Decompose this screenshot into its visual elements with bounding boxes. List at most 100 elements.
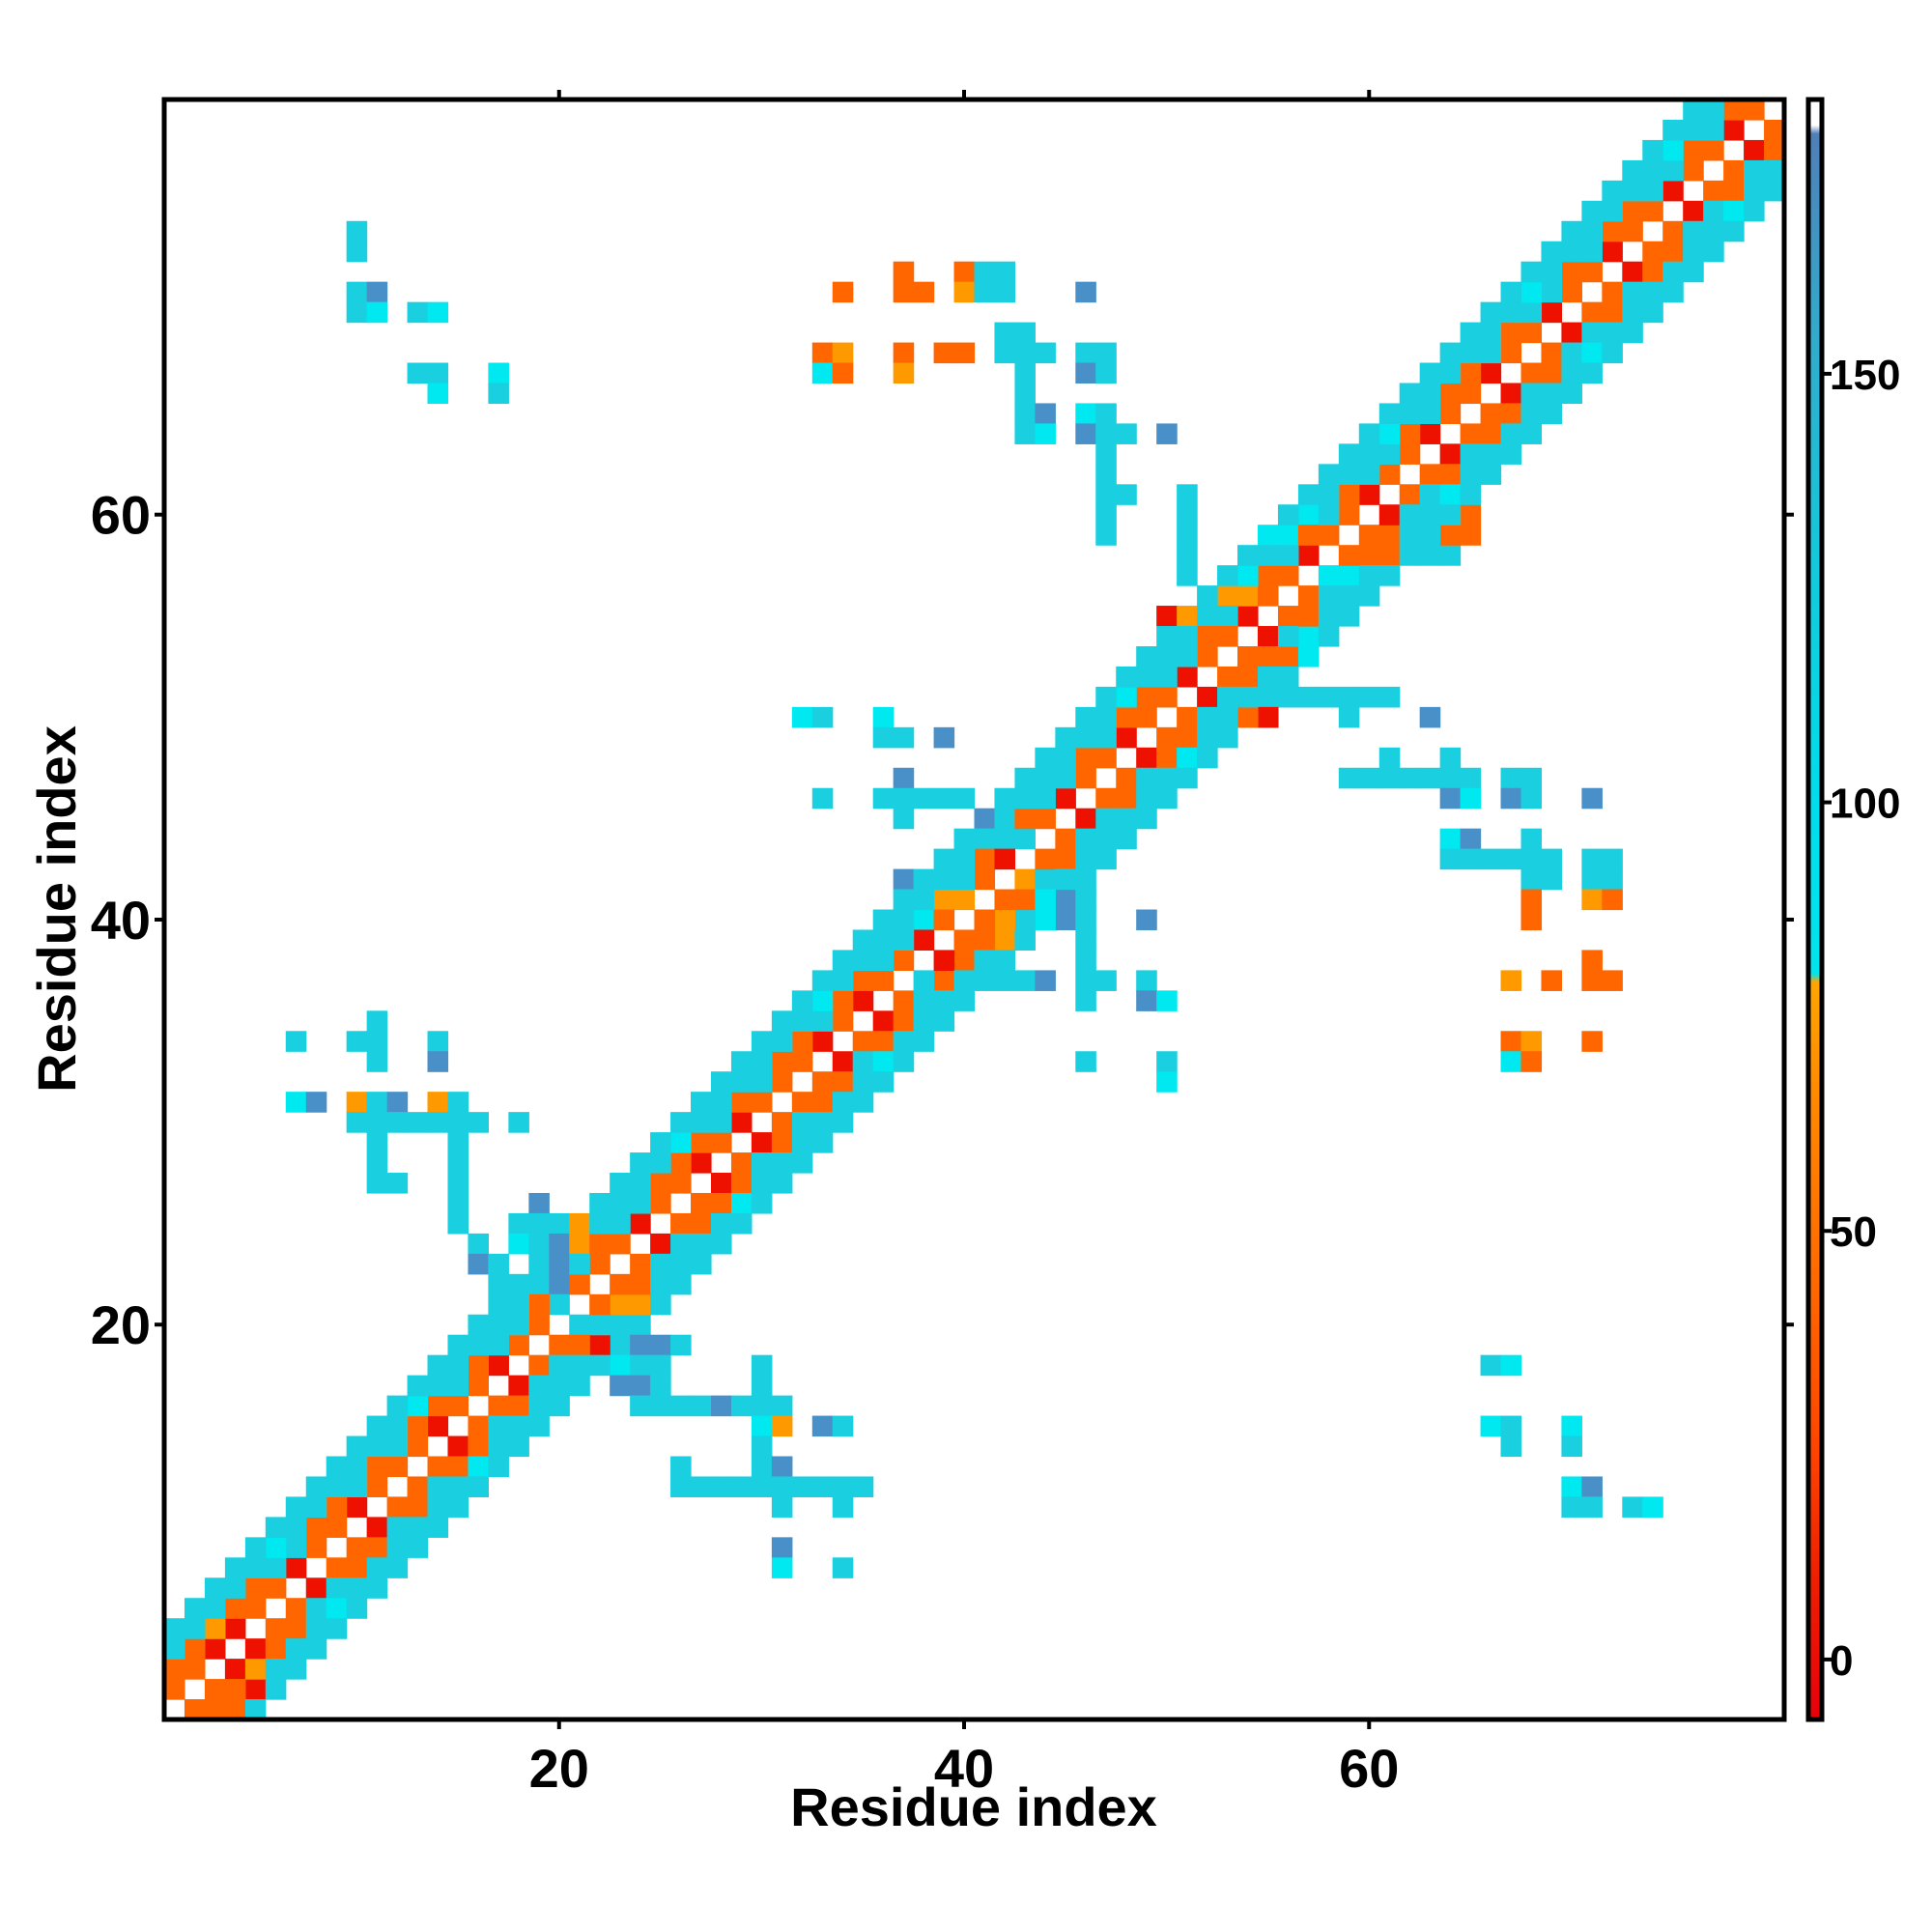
heatmap-cell (610, 1314, 631, 1336)
heatmap-cell (407, 1435, 429, 1458)
heatmap-cell (1257, 706, 1279, 728)
heatmap-cell (508, 1334, 529, 1356)
heatmap-cell (1014, 787, 1036, 810)
heatmap-cell (710, 1476, 732, 1498)
heatmap-cell (1075, 848, 1096, 870)
heatmap-cell (1703, 99, 1724, 121)
heatmap-cell (1703, 119, 1724, 141)
heatmap-cell (1075, 889, 1096, 911)
heatmap-cell (1014, 362, 1036, 384)
heatmap-cell (1561, 322, 1582, 344)
heatmap-cell (407, 1476, 429, 1498)
heatmap-cell (184, 1699, 206, 1720)
heatmap-cell (1338, 565, 1360, 586)
heatmap-cell (1622, 322, 1643, 344)
heatmap-cell (1095, 706, 1117, 728)
heatmap-cells (164, 99, 1785, 1720)
heatmap-cell (1318, 686, 1340, 708)
heatmap-cell (630, 1334, 651, 1356)
heatmap-cell (488, 1456, 509, 1478)
heatmap-cell (1520, 301, 1543, 324)
heatmap-cell (852, 970, 874, 991)
heatmap-cell (407, 1496, 429, 1518)
heatmap-cell (1378, 565, 1401, 586)
heatmap-cell (1136, 990, 1157, 1011)
heatmap-cell (974, 909, 996, 931)
heatmap-cell (528, 1273, 550, 1295)
heatmap-cell (1642, 139, 1663, 161)
heatmap-cell (1622, 301, 1643, 324)
heatmap-cell (1136, 808, 1157, 830)
heatmap-cell (650, 1152, 671, 1174)
heatmap-cell (872, 970, 895, 991)
heatmap-cell (1014, 889, 1036, 911)
heatmap-cell (224, 1679, 246, 1700)
heatmap-cell (1460, 362, 1482, 384)
heatmap-cell (1642, 200, 1663, 222)
heatmap-cell (1520, 1051, 1543, 1072)
heatmap-cell (953, 970, 976, 991)
heatmap-cell (1338, 504, 1360, 526)
heatmap-cell (1358, 464, 1380, 485)
heatmap-cell (346, 1557, 368, 1578)
colorbar-tick-label: 0 (1830, 1637, 1853, 1685)
heatmap-cell (893, 889, 915, 911)
heatmap-cell (670, 1273, 692, 1295)
heatmap-cell (285, 1638, 307, 1660)
heatmap-cell (994, 281, 1016, 303)
heatmap-cell (407, 1415, 429, 1437)
heatmap-cell (1358, 767, 1380, 789)
heatmap-cell (326, 1557, 348, 1578)
heatmap-cell (1419, 484, 1441, 505)
heatmap-cell (346, 1476, 368, 1498)
heatmap-cell (1095, 808, 1117, 830)
heatmap-cell (1419, 545, 1441, 566)
heatmap-cell (1156, 990, 1178, 1011)
heatmap-cell (244, 1577, 267, 1599)
heatmap-cell (1197, 747, 1218, 769)
heatmap-cell (508, 1233, 529, 1255)
heatmap-cell (1439, 525, 1462, 546)
heatmap-cell (1035, 767, 1056, 789)
heatmap-cell (670, 1112, 692, 1133)
heatmap-cell (1297, 606, 1320, 627)
heatmap-cell (1136, 970, 1157, 991)
heatmap-cell (771, 1071, 793, 1093)
heatmap-cell (1764, 180, 1785, 202)
heatmap-cell (994, 322, 1016, 344)
heatmap-cell (1116, 767, 1137, 789)
heatmap-cell (893, 362, 915, 384)
heatmap-cell (933, 909, 955, 931)
heatmap-cell (346, 1456, 368, 1478)
heatmap-cell (1338, 484, 1360, 505)
heatmap-cell (366, 1517, 388, 1538)
heatmap-cell (1581, 970, 1603, 991)
heatmap-cell (1500, 1051, 1522, 1072)
heatmap-cell (1561, 281, 1582, 303)
heatmap-cell (549, 1233, 570, 1255)
heatmap-cell (1318, 626, 1340, 647)
heatmap-cell (1116, 423, 1137, 444)
heatmap-cell (326, 1517, 348, 1538)
x-axis: 20 40 60 (529, 90, 1399, 1799)
heatmap-cell (771, 1132, 793, 1153)
heatmap-cell (488, 1395, 509, 1417)
heatmap-cell (528, 1293, 550, 1316)
colorbar-tick-label: 150 (1830, 352, 1900, 399)
heatmap-cell (1460, 848, 1482, 870)
heatmap-cell (1297, 484, 1320, 505)
heatmap-cell (447, 1334, 469, 1356)
heatmap-cell (1338, 464, 1360, 485)
heatmap-cell (974, 281, 996, 303)
heatmap-cell (771, 1010, 793, 1032)
heatmap-cell (1723, 220, 1745, 242)
heatmap-cell (1075, 726, 1096, 749)
heatmap-cell (1257, 666, 1279, 688)
heatmap-cell (1662, 180, 1684, 202)
x-tick-label: 60 (1339, 1738, 1399, 1799)
heatmap-cell (1500, 443, 1522, 465)
heatmap-cell (1622, 281, 1643, 303)
heatmap-cell (1419, 383, 1441, 405)
heatmap-cell (1035, 423, 1056, 444)
heatmap-cell (447, 1132, 469, 1153)
